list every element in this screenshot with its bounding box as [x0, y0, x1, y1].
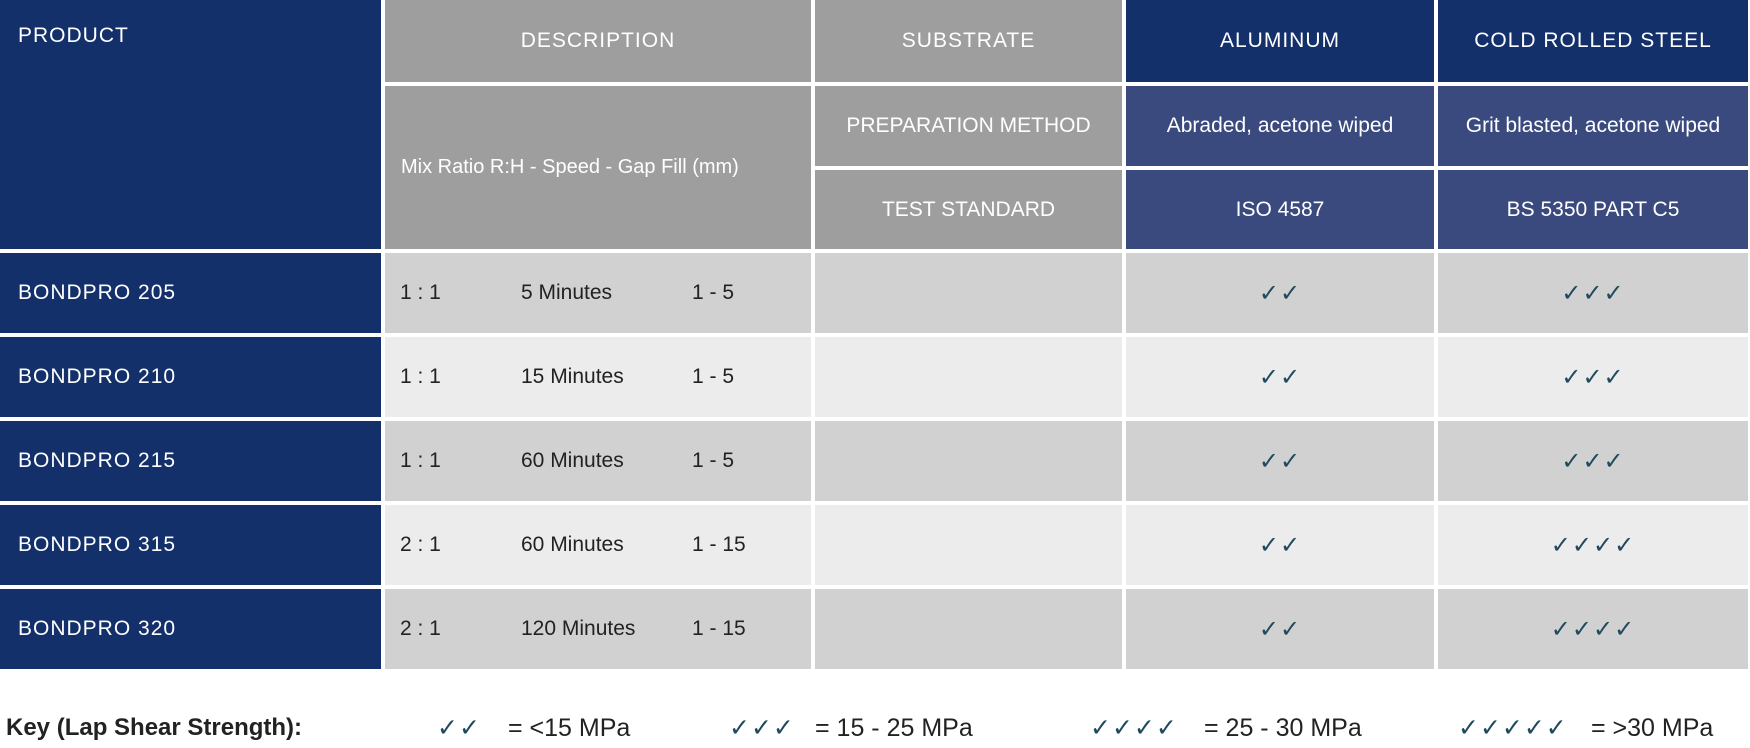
mix-ratio: 2 : 1	[400, 617, 441, 640]
steel-standard: BS 5350 PART C5	[1438, 170, 1748, 249]
steel-header: COLD ROLLED STEEL	[1438, 0, 1748, 82]
test-standard-label: TEST STANDARD	[815, 170, 1122, 249]
steel-preparation: Grit blasted, acetone wiped	[1438, 86, 1748, 166]
substrate-header: SUBSTRATE	[815, 0, 1122, 82]
aluminum-rating: ✓✓	[1126, 253, 1434, 333]
product-header: PRODUCT	[0, 0, 381, 249]
speed: 60 Minutes	[521, 449, 624, 472]
key-text: = 25 - 30 MPa	[1204, 713, 1362, 742]
description-cell: 1 : 1 15 Minutes 1 - 5	[385, 337, 811, 417]
lap-shear-table: PRODUCT DESCRIPTION SUBSTRATE ALUMINUM C…	[0, 0, 1748, 669]
mix-ratio: 1 : 1	[400, 365, 441, 388]
substrate-cell	[815, 421, 1122, 501]
steel-rating: ✓✓✓✓	[1438, 505, 1748, 585]
speed: 15 Minutes	[521, 365, 624, 388]
aluminum-standard: ISO 4587	[1126, 170, 1434, 249]
aluminum-header: ALUMINUM	[1126, 0, 1434, 82]
substrate-cell	[815, 505, 1122, 585]
description-subheader: Mix Ratio R:H - Speed - Gap Fill (mm)	[385, 86, 811, 249]
steel-rating: ✓✓✓	[1438, 253, 1748, 333]
aluminum-rating: ✓✓	[1126, 337, 1434, 417]
gap-fill: 1 - 5	[692, 365, 735, 388]
speed: 60 Minutes	[521, 533, 624, 556]
key-checks-icon: ✓✓✓✓	[1090, 714, 1178, 742]
description-cell: 2 : 1 120 Minutes 1 - 15	[385, 589, 811, 669]
product-name: BONDPRO 215	[0, 421, 381, 501]
speed: 5 Minutes	[521, 281, 613, 304]
substrate-cell	[815, 337, 1122, 417]
product-name: BONDPRO 210	[0, 337, 381, 417]
gap-fill: 1 - 5	[692, 449, 735, 472]
description-header: DESCRIPTION	[385, 0, 811, 82]
key-text: = >30 MPa	[1591, 713, 1714, 742]
steel-rating: ✓✓✓✓	[1438, 589, 1748, 669]
key-checks-icon: ✓✓✓	[729, 714, 795, 742]
mix-ratio: 1 : 1	[400, 449, 441, 472]
key-checks-icon: ✓✓✓✓✓	[1458, 714, 1568, 742]
product-name: BONDPRO 205	[0, 253, 381, 333]
aluminum-rating: ✓✓	[1126, 421, 1434, 501]
steel-rating: ✓✓✓	[1438, 421, 1748, 501]
gap-fill: 1 - 15	[692, 617, 746, 640]
substrate-cell	[815, 589, 1122, 669]
product-name: BONDPRO 315	[0, 505, 381, 585]
mix-ratio: 2 : 1	[400, 533, 441, 556]
product-name: BONDPRO 320	[0, 589, 381, 669]
key-text: = 15 - 25 MPa	[815, 713, 973, 742]
aluminum-rating: ✓✓	[1126, 505, 1434, 585]
preparation-method-label: PREPARATION METHOD	[815, 86, 1122, 166]
aluminum-rating: ✓✓	[1126, 589, 1434, 669]
gap-fill: 1 - 5	[692, 281, 735, 304]
description-cell: 1 : 1 5 Minutes 1 - 5	[385, 253, 811, 333]
speed: 120 Minutes	[521, 617, 636, 640]
aluminum-preparation: Abraded, acetone wiped	[1126, 86, 1434, 166]
key-label: Key (Lap Shear Strength):	[6, 714, 303, 741]
steel-rating: ✓✓✓	[1438, 337, 1748, 417]
key-text: = <15 MPa	[508, 713, 631, 742]
mix-ratio: 1 : 1	[400, 281, 441, 304]
description-cell: 2 : 1 60 Minutes 1 - 15	[385, 505, 811, 585]
key-checks-icon: ✓✓	[437, 714, 481, 742]
description-cell: 1 : 1 60 Minutes 1 - 5	[385, 421, 811, 501]
substrate-cell	[815, 253, 1122, 333]
gap-fill: 1 - 15	[692, 533, 746, 556]
